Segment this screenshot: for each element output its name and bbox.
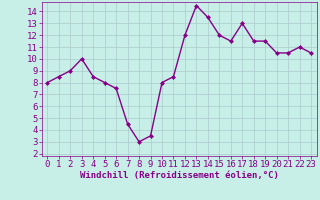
X-axis label: Windchill (Refroidissement éolien,°C): Windchill (Refroidissement éolien,°C) [80,171,279,180]
